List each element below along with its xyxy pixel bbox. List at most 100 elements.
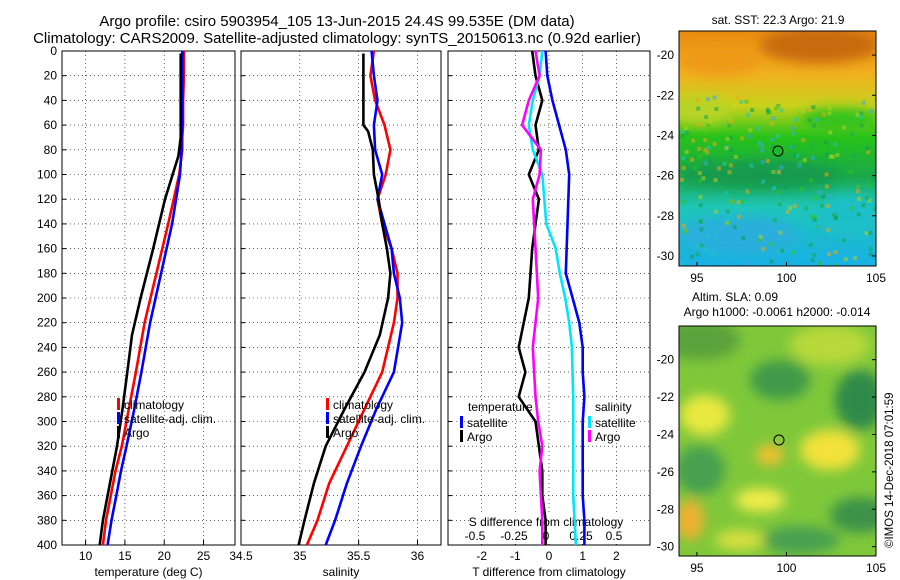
sst-speckle xyxy=(817,261,822,266)
sst-speckle xyxy=(859,123,864,128)
sst-speckle xyxy=(681,165,686,170)
sst-speckle xyxy=(681,156,686,161)
s-tick-label: 0.5 xyxy=(606,529,623,543)
y-tick-label: 320 xyxy=(37,439,57,453)
sst-speckle xyxy=(842,238,846,243)
sst-speckle xyxy=(771,255,776,260)
sst-speckle xyxy=(699,243,704,248)
sst-speckle xyxy=(681,223,686,228)
sst-speckle xyxy=(791,250,796,255)
sst-speckle xyxy=(703,147,708,152)
sst-speckle xyxy=(702,150,706,155)
sst-speckle xyxy=(761,179,766,184)
sst-speckle xyxy=(808,242,813,247)
sst-speckle xyxy=(769,259,774,264)
sla-map-axes: 95 100 105 -20 -22 -24 -26 -28 -30 xyxy=(657,353,887,575)
sst-speckle xyxy=(778,230,783,235)
map-y-tick-label: -26 xyxy=(657,465,675,479)
sst-speckle xyxy=(868,252,873,257)
map-y-tick-label: -24 xyxy=(657,128,675,142)
series-line-satellite-adj-clim- xyxy=(106,51,184,546)
s-tick-label: -0.5 xyxy=(465,529,486,543)
sst-speckle xyxy=(794,117,799,122)
sst-speckle xyxy=(874,239,876,244)
sst-speckle xyxy=(730,200,735,205)
title-line-1: Argo profile: csiro 5903954_105 13-Jun-2… xyxy=(99,13,574,30)
sla-map-subtitle: Argo h1000: -0.0061 h2000: -0.014 xyxy=(684,305,871,319)
sst-speckle xyxy=(793,152,798,157)
sst-speckle xyxy=(833,263,838,266)
sla-float-marker[interactable] xyxy=(773,434,785,446)
sst-speckle xyxy=(780,248,785,253)
sst-speckle xyxy=(771,169,776,174)
sst-speckle xyxy=(812,253,816,257)
sst-speckle xyxy=(745,189,750,194)
sst-speckle xyxy=(807,118,812,123)
x-tick-label: 35.5 xyxy=(347,549,371,563)
sst-speckle xyxy=(760,160,765,165)
sst-speckle xyxy=(804,206,809,211)
sst-speckle xyxy=(727,103,732,108)
sst-speckle xyxy=(680,133,685,138)
y-tick-label: 180 xyxy=(37,266,57,280)
legend-swatch xyxy=(460,430,463,442)
sst-speckle xyxy=(740,199,745,204)
sst-speckle xyxy=(737,214,741,219)
sst-speckle xyxy=(744,99,749,104)
legend-label: Argo xyxy=(124,426,150,440)
sst-speckle xyxy=(826,228,831,232)
s-tick-label: -0.25 xyxy=(500,529,528,543)
sst-speckle xyxy=(769,182,774,187)
map-y-tick-label: -30 xyxy=(657,540,675,554)
sst-speckle xyxy=(850,131,855,136)
sst-heatmap xyxy=(679,31,876,266)
sst-speckle xyxy=(791,144,796,149)
map-x-tick-label: 100 xyxy=(776,271,796,285)
sst-speckle xyxy=(836,117,840,122)
sst-speckle xyxy=(859,111,864,116)
series-line-climatology xyxy=(101,51,186,546)
sst-speckle xyxy=(727,123,732,128)
y-tick-label: 120 xyxy=(37,192,57,206)
series-line-t-argo xyxy=(517,50,547,545)
sst-map-frame xyxy=(678,30,877,267)
sst-speckle xyxy=(855,112,860,117)
sst-speckle xyxy=(776,103,781,108)
sst-speckle xyxy=(724,191,729,196)
x-tick-label: 2 xyxy=(613,549,620,563)
sst-speckle xyxy=(861,203,866,208)
sst-speckle xyxy=(703,247,708,252)
sst-speckle xyxy=(841,125,846,130)
y-tick-label: 280 xyxy=(37,390,57,404)
sst-speckle xyxy=(697,146,702,151)
temperature-panel: 0 20 40 60 80 100 120 140 160 180 200 220 240 260 280 3… xyxy=(37,44,236,579)
y-tick-label: 60 xyxy=(44,118,58,132)
x-axis-label: T difference from climatology xyxy=(472,565,626,579)
sst-speckle xyxy=(758,235,763,239)
sst-speckle xyxy=(871,140,876,144)
map-x-tick-label: 105 xyxy=(866,271,886,285)
sst-speckle xyxy=(710,215,715,220)
sst-speckle xyxy=(835,153,840,157)
y-tick-label: 220 xyxy=(37,316,57,330)
sst-speckle xyxy=(810,258,815,263)
series-line-t-satellite xyxy=(544,50,586,545)
sst-speckle xyxy=(708,120,713,124)
sst-speckle xyxy=(865,196,869,201)
sst-speckle xyxy=(770,121,775,126)
sst-speckle xyxy=(760,143,765,148)
sst-speckle xyxy=(872,176,876,181)
sst-speckle xyxy=(857,185,862,190)
legend-label: satellite-adj. clim. xyxy=(124,412,216,426)
sst-speckle xyxy=(736,200,741,205)
sst-speckle xyxy=(809,214,814,219)
y-tick-label: 40 xyxy=(44,93,58,107)
series-line-satellite-adj-clim- xyxy=(324,50,404,546)
y-tick-label: 0 xyxy=(50,44,57,58)
legend-swatch xyxy=(117,412,120,424)
x-tick-label: -1 xyxy=(510,549,521,563)
sst-float-marker[interactable] xyxy=(772,145,784,157)
legend-label: satellite xyxy=(467,416,508,430)
sst-speckle xyxy=(818,226,823,231)
